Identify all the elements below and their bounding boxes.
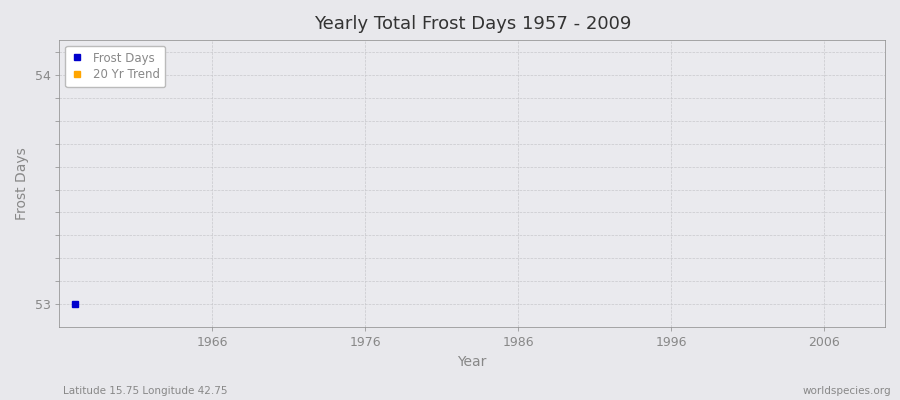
Y-axis label: Frost Days: Frost Days: [15, 147, 29, 220]
Legend: Frost Days, 20 Yr Trend: Frost Days, 20 Yr Trend: [66, 46, 166, 87]
Text: worldspecies.org: worldspecies.org: [803, 386, 891, 396]
Title: Yearly Total Frost Days 1957 - 2009: Yearly Total Frost Days 1957 - 2009: [313, 15, 631, 33]
X-axis label: Year: Year: [457, 355, 487, 369]
Text: Latitude 15.75 Longitude 42.75: Latitude 15.75 Longitude 42.75: [63, 386, 228, 396]
